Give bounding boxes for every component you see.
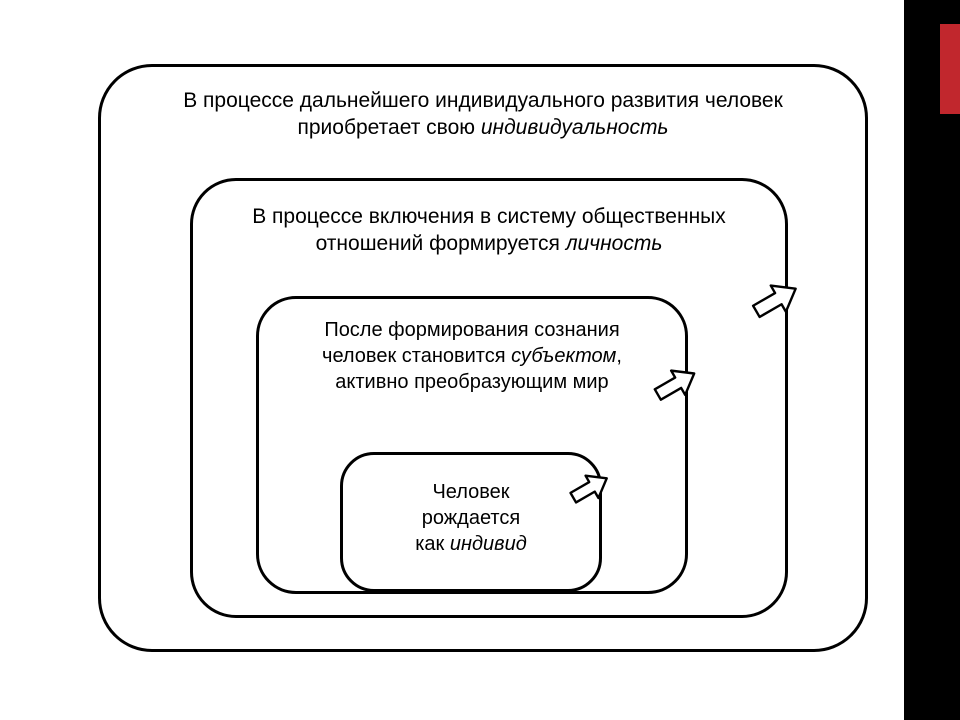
- nested-diagram: В процессе дальнейшего индивидуального р…: [0, 0, 890, 720]
- text: человек становится: [322, 345, 511, 367]
- box-inner: Человек рождается как индивид: [340, 452, 602, 592]
- text: приобретает свою: [298, 116, 481, 139]
- text: В процессе включения в систему обществен…: [252, 205, 726, 228]
- sidebar-red-accent: [940, 24, 960, 114]
- text: активно преобразующим мир: [335, 371, 608, 393]
- text-em: личность: [566, 232, 663, 255]
- box-inner-label: Человек рождается как индивид: [343, 479, 599, 557]
- text: ,: [616, 345, 622, 367]
- text: В процессе дальнейшего индивидуального р…: [183, 89, 783, 112]
- box-mid2-label: После формирования сознания человек стан…: [259, 317, 685, 395]
- box-outer-label: В процессе дальнейшего индивидуального р…: [101, 87, 865, 142]
- text: После формирования сознания: [324, 319, 619, 341]
- text: рождается: [422, 507, 520, 529]
- text-em: субъектом: [511, 345, 616, 367]
- text: отношений формируется: [316, 232, 566, 255]
- text: как: [415, 533, 450, 555]
- text-em: индивид: [450, 533, 527, 555]
- text-em: индивидуальность: [481, 116, 669, 139]
- box-mid1-label: В процессе включения в систему обществен…: [193, 203, 785, 258]
- text: Человек: [432, 481, 509, 503]
